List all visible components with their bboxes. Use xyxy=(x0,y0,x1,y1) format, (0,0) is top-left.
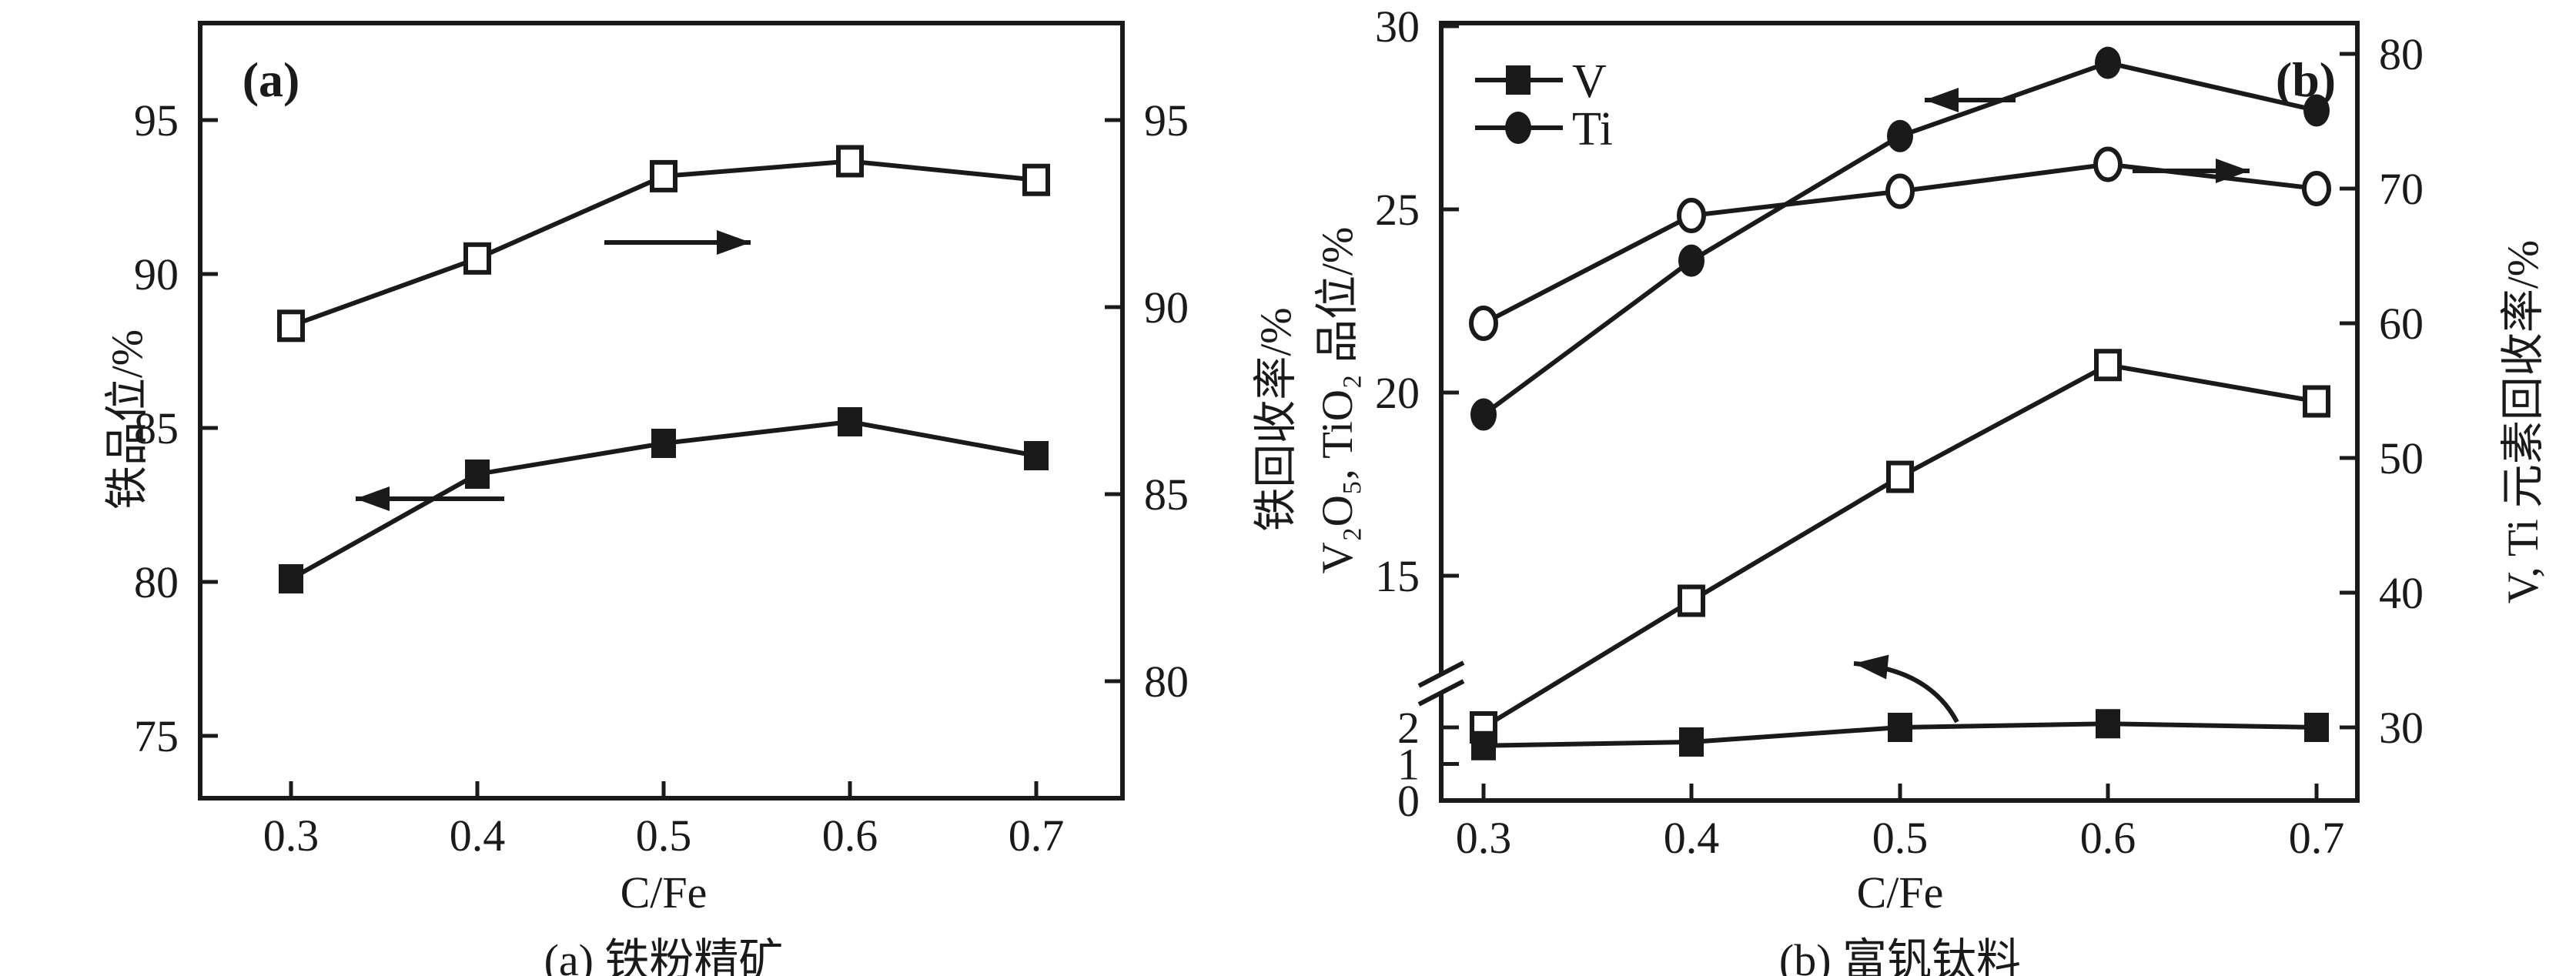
panel-a-series-fe-grade-marker xyxy=(465,460,490,489)
panel-b-series-tio2-grade-marker xyxy=(1470,398,1497,431)
panel-b-plot-border xyxy=(1439,21,2360,803)
panel-b-left-tick-label: 15 xyxy=(1375,551,1420,601)
panel-b-x-tick-label: 0.7 xyxy=(2289,813,2345,863)
panel-b-series-v-recovery-marker xyxy=(1886,460,1914,493)
panel-a-right-tick-label: 90 xyxy=(1144,282,1189,333)
panel-b-right-tick-label: 30 xyxy=(2379,703,2424,753)
panel-b-series-tio2-grade-marker xyxy=(2303,94,2330,127)
panel-b-series-v-recovery-marker xyxy=(2303,385,2330,418)
panel-b-right-tick-label: 40 xyxy=(2379,568,2424,618)
panel-b-series-v2o5-grade-marker xyxy=(1888,713,1912,742)
panel-b-series-ti-recovery-marker xyxy=(1885,173,1915,209)
panel-a-series-fe-recovery-marker xyxy=(1022,163,1050,196)
panel-a-series-fe-grade-marker xyxy=(1024,441,1049,470)
panel-a-plot-border xyxy=(198,21,1125,801)
panel-b-axis-break-icon xyxy=(1417,679,1465,707)
panel-a-left-tick-label: 80 xyxy=(134,557,179,607)
panel-b-series-ti-recovery-marker xyxy=(1469,306,1498,341)
panel-a-right-tick-label: 80 xyxy=(1144,657,1189,707)
panel-b-series-v2o5-grade-marker xyxy=(2096,709,2120,739)
panel-a-series-fe-recovery-marker xyxy=(463,242,491,275)
panel-a-x-tick-label: 0.7 xyxy=(1009,811,1065,861)
panel-b-right-axis-label: V, Ti 元素回收率/% xyxy=(2499,239,2548,604)
panel-a-left-tick-label: 90 xyxy=(134,249,179,299)
panel-a-series-fe-grade-marker xyxy=(279,564,303,593)
panel-b-legend-filled-square-icon xyxy=(1506,65,1531,95)
panel-a-left-tick-label: 75 xyxy=(134,711,179,761)
panel-b-series-tio2-grade-marker xyxy=(1887,119,1913,152)
panel-b-left-tick-label: 2 xyxy=(1397,703,1420,753)
panel-a-left-tick-label: 85 xyxy=(134,403,179,453)
panel-b-arrow-right-icon-head xyxy=(2216,159,2250,183)
panel-b-legend-filled-circle-icon xyxy=(1505,112,1531,144)
panel-b-series-v2o5-grade-marker xyxy=(2304,713,2329,742)
panel-a-series-fe-recovery-marker xyxy=(650,159,677,192)
panel-b-curved-arrow-left-icon-head xyxy=(1854,654,1889,680)
panel-b-right-tick-label: 50 xyxy=(2379,433,2424,483)
panel-a-arrow-left-icon-head xyxy=(356,486,390,511)
panel-a-series-fe-grade-marker xyxy=(651,429,676,458)
panel-b-left-tick-label: 20 xyxy=(1375,368,1420,418)
panel-a-series-fe-grade-marker xyxy=(838,407,862,436)
panel-b-xaxis-label: C/Fe xyxy=(1856,867,1944,918)
panel-b-x-tick-label: 0.3 xyxy=(1456,813,1512,863)
panel-b-right-tick-label: 80 xyxy=(2379,29,2424,79)
panel-b-x-tick-label: 0.5 xyxy=(1872,813,1929,863)
panel-b-tag: (b) xyxy=(2276,52,2336,107)
panel-a-xaxis-label: C/Fe xyxy=(620,867,708,918)
panel-a-left-tick-label: 95 xyxy=(134,95,179,145)
panel-b-series-v-recovery-marker xyxy=(2094,349,2122,382)
panel-b-left-tick-label: 1 xyxy=(1397,740,1420,790)
panel-b-right-tick-label: 70 xyxy=(2379,164,2424,214)
panel-b-series-tio2-grade-marker xyxy=(2095,46,2121,79)
panel-b-right-tick-label: 60 xyxy=(2379,299,2424,349)
panel-a-x-tick-label: 0.6 xyxy=(822,811,878,861)
panel-b-x-tick-label: 0.4 xyxy=(1664,813,1720,863)
panel-a-tag: (a) xyxy=(243,52,300,107)
panel-a-x-tick-label: 0.5 xyxy=(636,811,692,861)
panel-b-arrow-left-icon-head xyxy=(1925,88,1959,112)
panel-b-axis-break-icon xyxy=(1417,660,1465,688)
panel-a-x-tick-label: 0.4 xyxy=(450,811,506,861)
panel-a-right-tick-label: 95 xyxy=(1144,95,1189,145)
panel-b-series-v2o5-grade-marker xyxy=(1471,730,1496,760)
panel-b-x-tick-label: 0.6 xyxy=(2080,813,2136,863)
panel-b-series-v2o5-grade-marker xyxy=(1679,727,1704,757)
panel-b-series-ti-recovery-marker xyxy=(1677,198,1706,233)
panel-b-left-tick-label: 0 xyxy=(1397,776,1420,826)
panel-a-caption: (a) 铁粉精矿 xyxy=(544,935,784,976)
panel-b-left-tick-label: 25 xyxy=(1375,185,1420,235)
panel-b-series-ti-recovery-marker xyxy=(2302,171,2331,206)
panel-a-series-fe-recovery-marker xyxy=(277,309,305,343)
panel-b-left-axis-label: V₂O₅, TiO₂ 品位/% xyxy=(1313,226,1362,574)
panel-b-series-ti-recovery-marker xyxy=(2093,146,2123,182)
panel-a-right-tick-label: 85 xyxy=(1144,470,1189,520)
panel-b-legend-label: V xyxy=(1572,55,1607,108)
panel-a-arrow-right-icon-head xyxy=(717,230,751,255)
panel-b-legend-label: Ti xyxy=(1572,103,1613,155)
panel-a-right-axis-label: 铁回收率/% xyxy=(1252,307,1300,532)
panel-b-series-v-recovery-marker xyxy=(1678,584,1705,617)
panel-a-left-axis-label: 铁品位/% xyxy=(103,329,152,510)
panel-b-series-tio2-grade-marker xyxy=(1678,244,1705,277)
panel-b-caption: (b) 富钒钛料 xyxy=(1778,935,2022,976)
panel-b-left-tick-label: 30 xyxy=(1375,2,1420,52)
panel-a-x-tick-label: 0.3 xyxy=(263,811,319,861)
panel-a-series-fe-recovery-marker xyxy=(836,145,864,178)
